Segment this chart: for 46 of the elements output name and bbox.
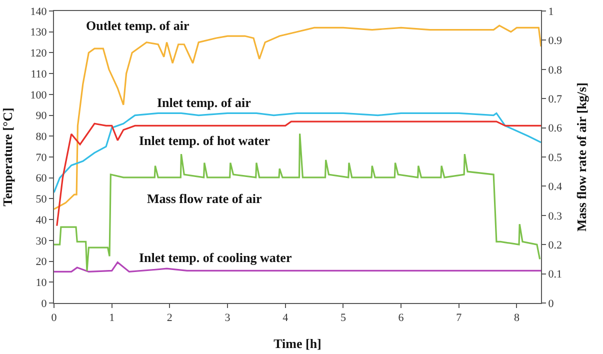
y-tick-label: 30: [36, 235, 48, 248]
y2-tick-label: 0.6: [548, 122, 562, 135]
y-tick-label: 130: [30, 26, 48, 39]
series-label: Inlet temp. of air: [157, 95, 252, 110]
series-label: Inlet temp. of cooling water: [139, 250, 292, 265]
y-tick-label: 40: [36, 214, 48, 226]
x-tick-label: 5: [340, 312, 346, 324]
y-tick-label: 100: [30, 89, 48, 102]
line-series: [54, 132, 541, 272]
series-label: Inlet temp. of hot water: [139, 133, 270, 148]
y2-tick-label: 1: [548, 6, 554, 18]
y-tick-label: 0: [41, 298, 48, 310]
series-label: Mass flow rate of air: [147, 191, 262, 206]
x-tick-label: 4: [282, 312, 289, 324]
y-tick-label: 140: [30, 6, 48, 18]
y2-tick-label: 0.5: [548, 152, 562, 164]
x-tick-label: 7: [456, 312, 462, 324]
y-tick-label: 70: [36, 152, 48, 164]
y-tick-label: 110: [30, 68, 48, 80]
y-tick-label: 10: [36, 276, 48, 289]
x-axis-title: Time [h]: [274, 336, 322, 351]
line-series: [56, 120, 541, 227]
y2-tick-label: 0: [548, 298, 554, 310]
y-tick-label: 50: [36, 194, 48, 206]
x-tick-label: 1: [109, 312, 115, 324]
y2-tick-label: 0.8: [548, 64, 562, 76]
line-series: [54, 112, 541, 194]
y-tick-label: 60: [36, 172, 48, 185]
y-tick-label: 20: [36, 256, 48, 268]
y2-axis-title: Mass flow rate of air [kg/s]: [574, 82, 590, 232]
y2-tick-label: 0.1: [548, 268, 562, 281]
y-axis-title: Temperature [°C]: [0, 108, 15, 206]
x-tick-label: 0: [51, 312, 58, 324]
y-tick-label: 80: [36, 130, 48, 143]
series-label: Outlet temp. of air: [86, 18, 190, 33]
x-tick-label: 8: [514, 312, 520, 324]
y-tick-label: 90: [36, 110, 48, 122]
y2-tick-label: 0.3: [548, 210, 562, 222]
x-tick-label: 3: [224, 312, 231, 324]
y2-tick-label: 0.7: [548, 93, 562, 106]
x-tick-label: 6: [398, 312, 404, 324]
y2-tick-label: 0.9: [548, 35, 562, 48]
y2-tick-label: 0.4: [548, 181, 562, 194]
y2-tick-label: 0.2: [548, 239, 562, 252]
y-tick-label: 120: [30, 48, 48, 60]
x-tick-label: 2: [166, 312, 172, 324]
